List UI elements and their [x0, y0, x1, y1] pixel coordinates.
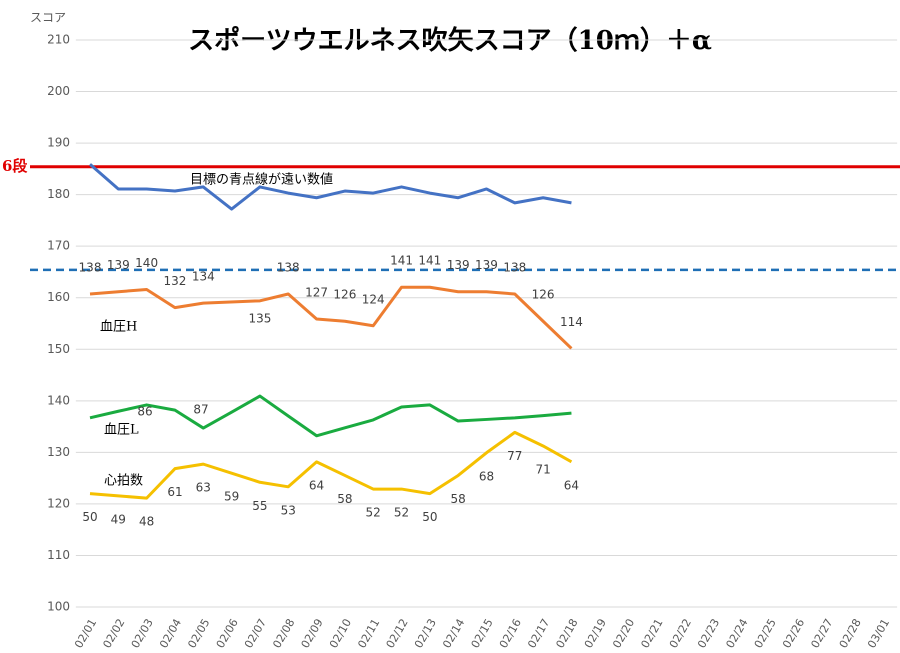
x-tick-label: 02/23: [695, 617, 722, 651]
x-tick-label: 02/20: [610, 617, 637, 651]
data-label: 138: [79, 261, 102, 275]
series-line: [89, 285, 573, 350]
data-label: 61: [167, 485, 182, 499]
y-tick-label: 100: [47, 600, 70, 614]
data-label: 77: [507, 449, 522, 463]
x-tick-label: 02/05: [185, 617, 212, 651]
data-label: 140: [135, 256, 158, 270]
x-tick-label: 02/21: [638, 617, 665, 651]
y-tick-label: 150: [47, 342, 70, 356]
x-tick-label: 02/24: [723, 617, 750, 651]
annotation: 86: [137, 405, 152, 419]
data-label: 141: [390, 254, 413, 268]
x-tick-label: 02/25: [752, 617, 779, 651]
data-label: 63: [196, 481, 211, 495]
data-label: 48: [139, 515, 154, 529]
x-tick-label: 02/11: [355, 617, 382, 651]
data-label: 58: [451, 492, 466, 506]
x-tick-label: 02/27: [808, 617, 835, 651]
data-label: 139: [447, 258, 470, 272]
y-tick-label: 110: [47, 548, 70, 562]
x-tick-label: 02/17: [525, 617, 552, 651]
x-tick-label: 02/13: [412, 617, 439, 651]
data-label: 138: [503, 261, 526, 275]
data-label: 126: [333, 288, 356, 302]
series-label: 血圧L: [104, 423, 139, 438]
y-axis-label: スコア: [30, 11, 66, 25]
x-tick-label: 02/14: [440, 617, 467, 651]
y-tick-label: 210: [47, 33, 70, 47]
x-tick-label: 02/08: [270, 617, 297, 651]
x-tick-label: 02/10: [327, 617, 354, 651]
data-label: 132: [164, 274, 187, 288]
x-tick-label: 02/09: [299, 617, 326, 651]
data-label: 52: [366, 506, 381, 520]
data-label: 139: [107, 258, 130, 272]
x-tick-label: 02/01: [72, 617, 99, 651]
data-label: 50: [422, 510, 437, 524]
series-label: 血圧H: [100, 320, 137, 335]
data-label: 127: [305, 285, 328, 299]
data-label: 68: [479, 469, 494, 483]
data-label: 50: [82, 510, 97, 524]
reference-label: 6段: [2, 157, 27, 175]
data-label: 139: [475, 258, 498, 272]
x-tick-label: 02/19: [582, 617, 609, 651]
y-tick-label: 130: [47, 445, 70, 459]
series-line: [89, 163, 572, 211]
y-tick-label: 160: [47, 290, 70, 304]
data-label: 55: [252, 499, 267, 513]
y-tick-label: 200: [47, 84, 70, 98]
x-tick-label: 02/22: [667, 617, 694, 651]
data-label: 124: [362, 292, 385, 306]
x-tick-label: 02/02: [100, 617, 127, 651]
x-tick-label: 02/15: [469, 617, 496, 651]
data-label: 141: [418, 254, 441, 268]
x-tick-label: 02/26: [780, 617, 807, 651]
x-tick-label: 02/07: [242, 617, 269, 651]
x-tick-label: 02/03: [129, 617, 156, 651]
x-tick-label: 02/04: [157, 617, 184, 651]
series-line: [89, 430, 573, 500]
y-tick-label: 180: [47, 187, 70, 201]
x-tick-label: 02/18: [554, 617, 581, 651]
data-label: 59: [224, 490, 239, 504]
y-tick-label: 170: [47, 239, 70, 253]
data-label: 58: [337, 492, 352, 506]
data-label: 114: [560, 315, 583, 329]
x-tick-label: 02/12: [384, 617, 411, 651]
y-tick-label: 190: [47, 136, 70, 150]
data-label: 49: [111, 512, 126, 526]
data-label: 135: [248, 311, 271, 325]
y-tick-label: 140: [47, 393, 70, 407]
x-tick-label: 02/16: [497, 617, 524, 651]
x-tick-label: 02/28: [837, 617, 864, 651]
series-label: 心拍数: [104, 474, 143, 489]
data-label: 64: [309, 478, 324, 492]
annotation: 87: [193, 403, 208, 417]
data-label: 138: [277, 261, 300, 275]
data-label: 134: [192, 270, 215, 284]
data-label: 53: [281, 503, 296, 517]
data-label: 64: [564, 478, 579, 492]
series-line: [89, 394, 572, 438]
data-label: 71: [535, 462, 550, 476]
x-tick-label: 03/01: [865, 617, 892, 651]
annotation: 目標の青点線が遠い数値: [190, 172, 333, 188]
data-label: 126: [532, 288, 555, 302]
data-label: 52: [394, 506, 409, 520]
y-tick-label: 120: [47, 496, 70, 510]
x-tick-label: 02/06: [214, 617, 241, 651]
